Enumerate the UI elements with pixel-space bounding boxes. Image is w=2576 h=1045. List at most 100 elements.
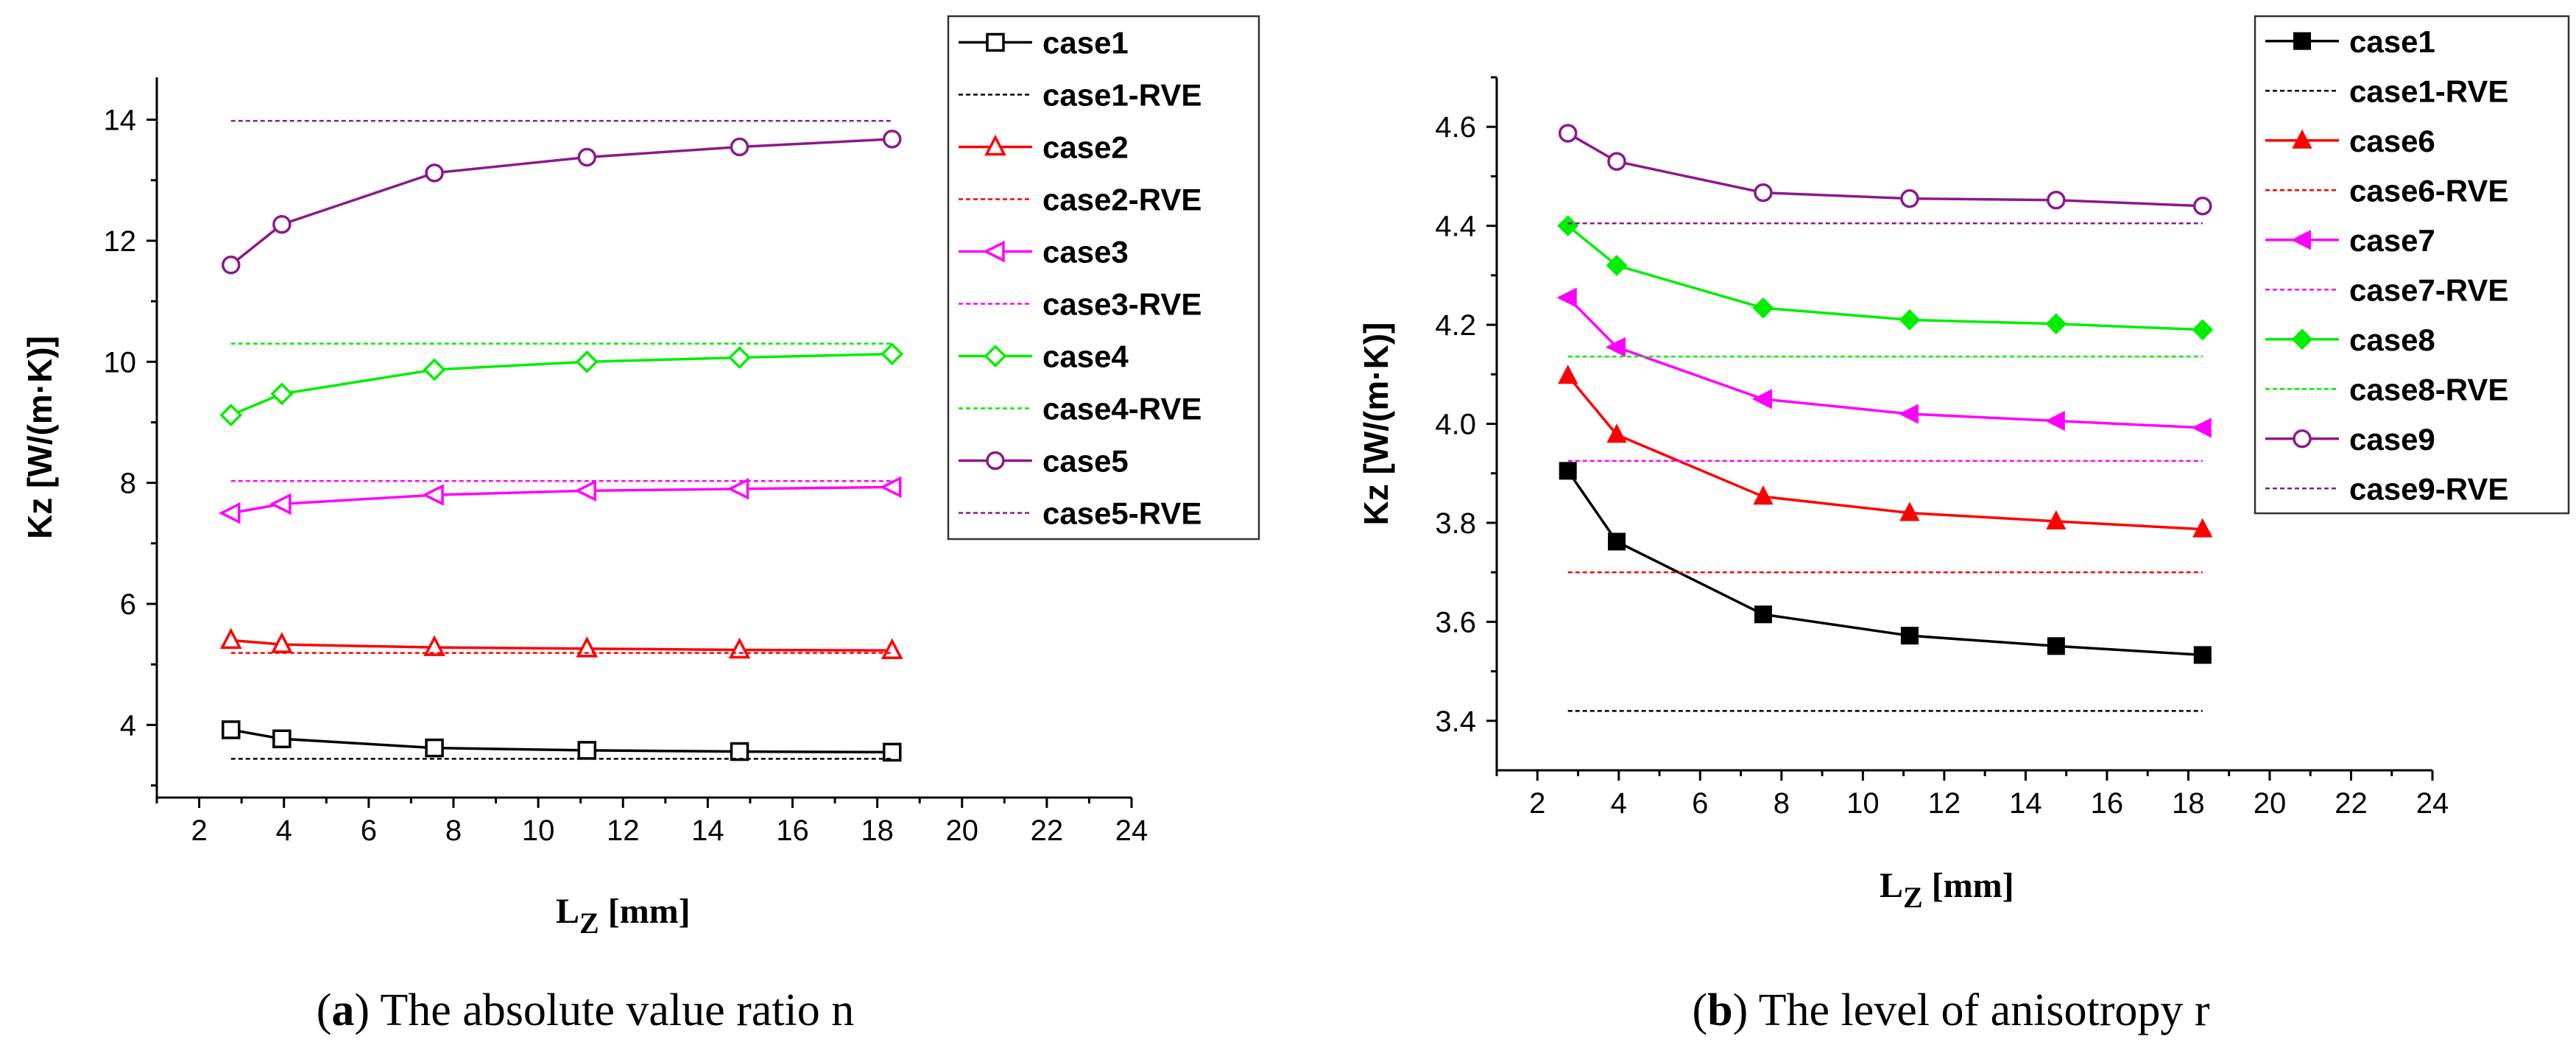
x-tick-label: 10 [1846, 787, 1880, 820]
chart-b-legend: case1 case1-RVE case6 case6-RVE case7 case7-R… [2254, 15, 2570, 515]
data-point-case8 [2192, 319, 2214, 341]
series-line-case5 [230, 138, 892, 267]
y-tick-label: 3.8 [1435, 507, 1476, 540]
y-tick-label: 3.6 [1435, 606, 1476, 638]
data-point-case4 [728, 346, 751, 369]
data-point-case9 [2193, 197, 2212, 216]
data-point-case2 [219, 627, 242, 650]
x-tick-label: 22 [2335, 787, 2368, 820]
legend-label-case5: case5 [1042, 444, 1129, 479]
data-point-case1 [730, 742, 749, 761]
x-tick-label: 20 [2254, 787, 2287, 820]
data-point-case4 [423, 358, 446, 381]
data-point-case7 [1605, 337, 1626, 357]
data-point-case4 [575, 350, 599, 373]
x-tick-label: 18 [861, 814, 894, 847]
x-tick-label: 8 [445, 814, 462, 847]
data-point-case2 [423, 635, 445, 656]
data-point-case1 [425, 738, 444, 758]
x-tick-label: 6 [361, 814, 377, 847]
data-point-case2 [270, 632, 293, 653]
x-tick-label: 22 [1031, 814, 1064, 847]
data-point-case6 [1558, 365, 1578, 384]
x-tick-label: 16 [2091, 787, 2124, 820]
x-tick-label: 6 [1692, 787, 1708, 820]
data-point-case8 [2045, 313, 2067, 335]
legend-marker-case9 [2293, 429, 2312, 448]
data-point-case9 [2047, 190, 2066, 210]
legend-label-case2-rve: case2-RVE [1042, 183, 1201, 217]
legend-marker-case5 [986, 451, 1005, 471]
y-tick-label: 14 [104, 105, 137, 137]
data-point-case5 [577, 147, 597, 167]
data-point-case7 [2044, 410, 2065, 432]
y-tick-label: 4 [120, 709, 136, 742]
legend-label-case7-rve: case7-RVE [2349, 272, 2508, 307]
y-tick-label: 4.2 [1435, 309, 1476, 342]
legend-label-case1: case1 [1042, 26, 1129, 60]
x-tick-label: 14 [2009, 787, 2042, 820]
legend-label-case2: case2 [1042, 130, 1129, 165]
data-point-case6 [1606, 423, 1627, 443]
legend-marker-case3 [983, 240, 1005, 263]
x-tick-label: 12 [607, 814, 640, 847]
data-point-case6 [2046, 510, 2067, 529]
chart-a-y-axis-label: Kz [W/(m·K)] [21, 336, 59, 539]
data-point-case1 [272, 729, 292, 749]
y-tick-label: 3.4 [1435, 706, 1476, 738]
legend-label-case1-rve: case1-RVE [2349, 74, 2508, 108]
data-point-case3 [879, 476, 902, 499]
legend-label-case3-rve: case3-RVE [1042, 287, 1201, 322]
legend-marker-case8 [2291, 328, 2313, 351]
y-tick-label: 4.0 [1435, 409, 1476, 441]
data-point-case3 [574, 479, 597, 502]
series-line-case6 [1567, 375, 2203, 531]
y-tick-label: 6 [120, 588, 136, 621]
data-point-case5 [425, 163, 444, 183]
legend-label-case3: case3 [1042, 235, 1129, 270]
data-point-case3 [218, 502, 241, 524]
data-point-case8 [1557, 215, 1579, 237]
data-point-case6 [1753, 485, 1774, 505]
data-point-case5 [221, 256, 241, 275]
series-line-case4 [230, 352, 892, 417]
y-tick-label: 4.6 [1435, 111, 1476, 144]
data-point-case7 [1751, 389, 1772, 409]
legend-marker-case7 [2290, 230, 2311, 250]
data-point-case1 [2047, 637, 2065, 655]
data-point-case9 [1607, 152, 1626, 172]
series-line-case2 [230, 638, 892, 652]
y-tick-label: 4.4 [1435, 211, 1476, 243]
legend-label-case8-rve: case8-RVE [2349, 372, 2508, 407]
data-point-case9 [1558, 124, 1578, 143]
data-point-case7 [1556, 287, 1577, 308]
data-point-case6 [1899, 502, 1920, 521]
data-point-case1 [1559, 462, 1577, 480]
data-point-case6 [2192, 518, 2213, 538]
series-line-case7 [1567, 296, 2203, 429]
data-point-case3 [727, 478, 749, 500]
x-tick-label: 24 [1115, 814, 1148, 847]
legend-marker-case6 [2292, 129, 2312, 149]
y-tick-label: 12 [104, 225, 137, 258]
legend-label-case1-rve: case1-RVE [1042, 78, 1201, 113]
data-point-case7 [2191, 418, 2212, 438]
legend-label-case7: case7 [2349, 223, 2435, 258]
data-point-case3 [422, 484, 444, 506]
legend-box [2254, 15, 2570, 515]
legend-label-case4: case4 [1042, 339, 1129, 374]
legend-label-case9-rve: case9-RVE [2349, 471, 2508, 506]
legend-marker-case1 [986, 32, 1005, 52]
legend-marker-case1 [2293, 32, 2311, 50]
legend-marker-case4 [984, 345, 1007, 367]
data-point-case1 [1754, 605, 1772, 624]
series-line-case9 [1567, 132, 2203, 208]
chart-a-caption: (a) The absolute value ratio n [317, 985, 855, 1035]
data-point-case4 [881, 342, 904, 366]
chart-b-y-axis-label: Kz [W/(m·K)] [1357, 323, 1395, 526]
y-tick-label: 10 [104, 346, 137, 379]
chart-b-caption: (b) The level of anisotropy r [1692, 985, 2209, 1035]
data-point-case3 [269, 493, 292, 516]
